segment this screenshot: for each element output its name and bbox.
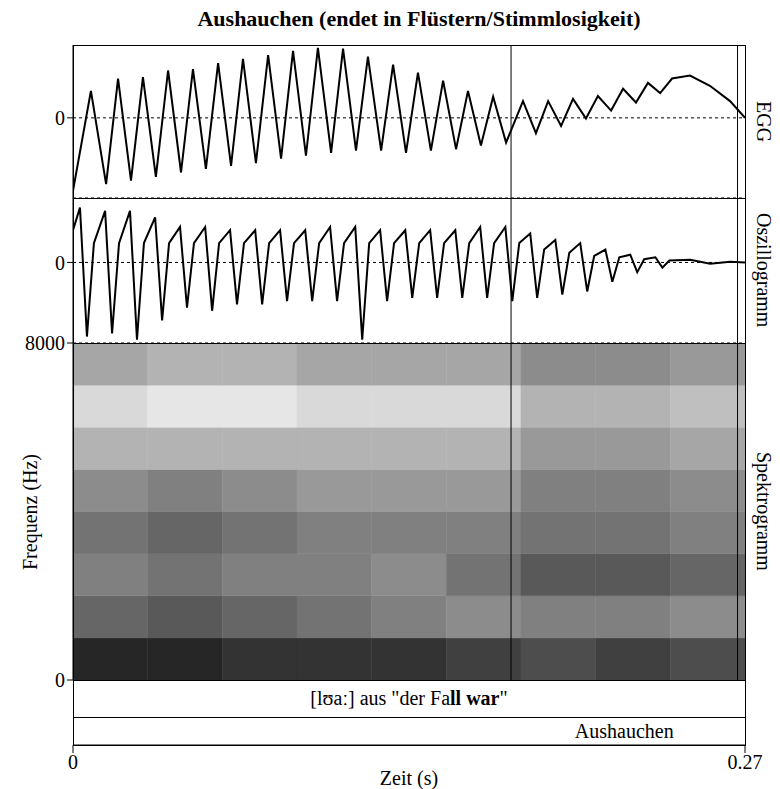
svg-text:0: 0	[55, 669, 65, 691]
html-text:Frequenz (Hz): Frequenz (Hz)	[19, 453, 41, 570]
html-text:Oszillogramm: Oszillogramm	[752, 213, 775, 328]
svg-text:8000: 8000	[25, 332, 65, 354]
html-text:EGG: EGG	[752, 100, 775, 142]
svg-text:0.27: 0.27	[728, 751, 763, 773]
html-text:Aushauchen: Aushauchen	[574, 720, 674, 742]
svg-text:0: 0	[55, 252, 65, 274]
svg-text:0: 0	[68, 751, 78, 773]
html-text:Aushauchen (endet in Flüstern/: Aushauchen (endet in Flüstern/Stimmlosig…	[197, 6, 641, 31]
svg-text:0: 0	[55, 107, 65, 129]
html-text:Spektrogramm: Spektrogramm	[752, 452, 775, 571]
svg-text:Zeit (s): Zeit (s)	[380, 767, 438, 789]
html-text:[lʊaː] aus "der Fa ll war ": [lʊaː] aus "der Fa ll war "	[310, 687, 508, 709]
